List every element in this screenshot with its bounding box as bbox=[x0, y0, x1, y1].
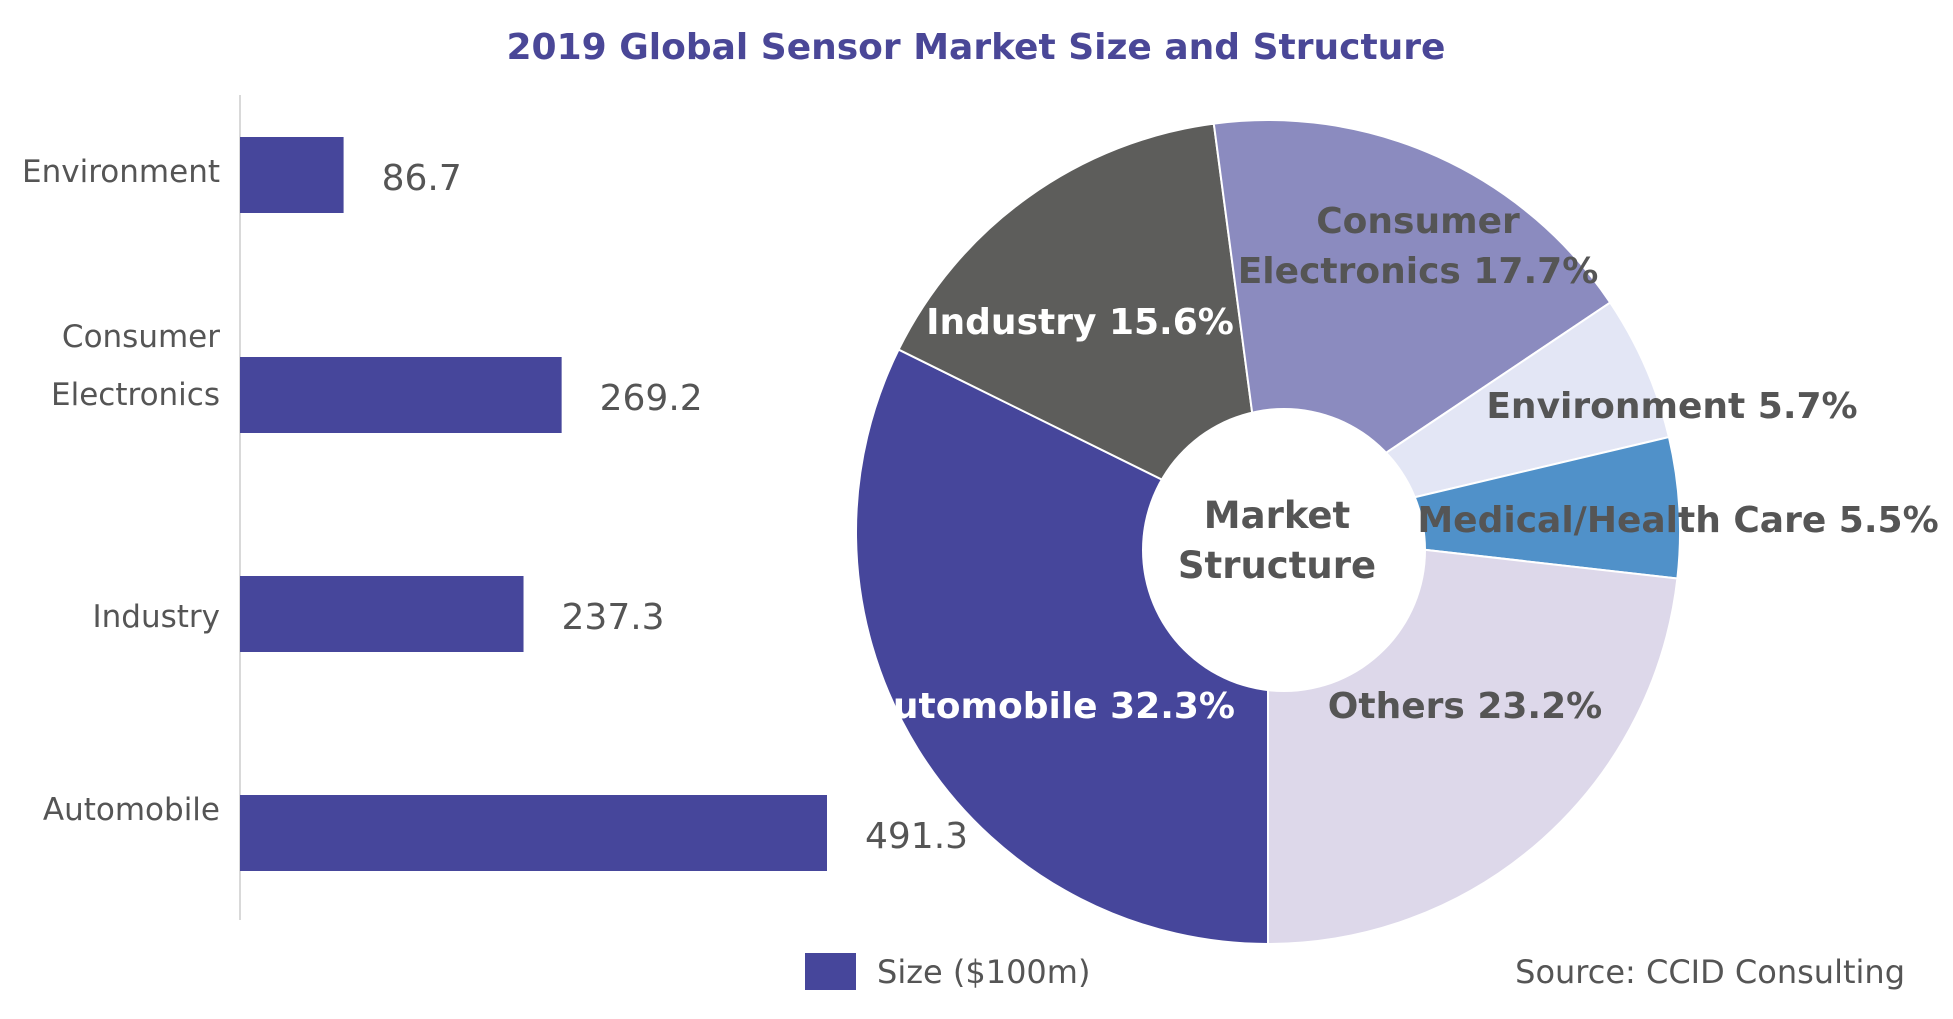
pie-slice-label-1: Industry 15.6% bbox=[926, 302, 1234, 343]
source-note: Source: CCID Consulting bbox=[1515, 953, 1905, 991]
chart-title: 2019 Global Sensor Market Size and Struc… bbox=[507, 27, 1446, 68]
pie-slice-label-4: Medical/Health Care 5.5% bbox=[1417, 500, 1938, 541]
bar-3 bbox=[240, 795, 827, 871]
legend-swatch bbox=[805, 953, 856, 990]
pie-slice-label-0: Automobile 32.3% bbox=[865, 686, 1235, 727]
pie-slice-label-5: Others 23.2% bbox=[1328, 686, 1602, 727]
bar-0 bbox=[240, 137, 344, 213]
bar-category-label-1: Consumer Electronics bbox=[51, 319, 220, 413]
legend: Size ($100m) bbox=[805, 953, 1090, 991]
pie-slice-label-3: Environment 5.7% bbox=[1486, 386, 1857, 427]
bar-value-label-2: 237.3 bbox=[562, 597, 665, 638]
pie-slice-label-2: Consumer Electronics 17.7% bbox=[1238, 201, 1599, 292]
bar-category-label-2: Industry bbox=[92, 599, 220, 635]
bar-1 bbox=[240, 357, 562, 433]
bar-category-label-0: Environment bbox=[22, 154, 220, 190]
bar-category-label-3: Automobile bbox=[43, 792, 220, 828]
donut-hole bbox=[1142, 408, 1426, 692]
bar-value-label-3: 491.3 bbox=[865, 816, 968, 857]
center-label: Market Structure bbox=[1178, 494, 1376, 587]
legend-label: Size ($100m) bbox=[877, 953, 1090, 991]
bar-chart: 86.7 Environment 269.2 Consumer Electronics 2… bbox=[22, 95, 968, 920]
bar-2 bbox=[240, 576, 524, 652]
donut-chart: Automobile 32.3% Industry 15.6%Consumer El… bbox=[855, 119, 1939, 946]
pie-slice-1 bbox=[897, 122, 1270, 534]
bar-value-label-0: 86.7 bbox=[382, 158, 462, 199]
bar-value-label-1: 269.2 bbox=[600, 378, 703, 419]
